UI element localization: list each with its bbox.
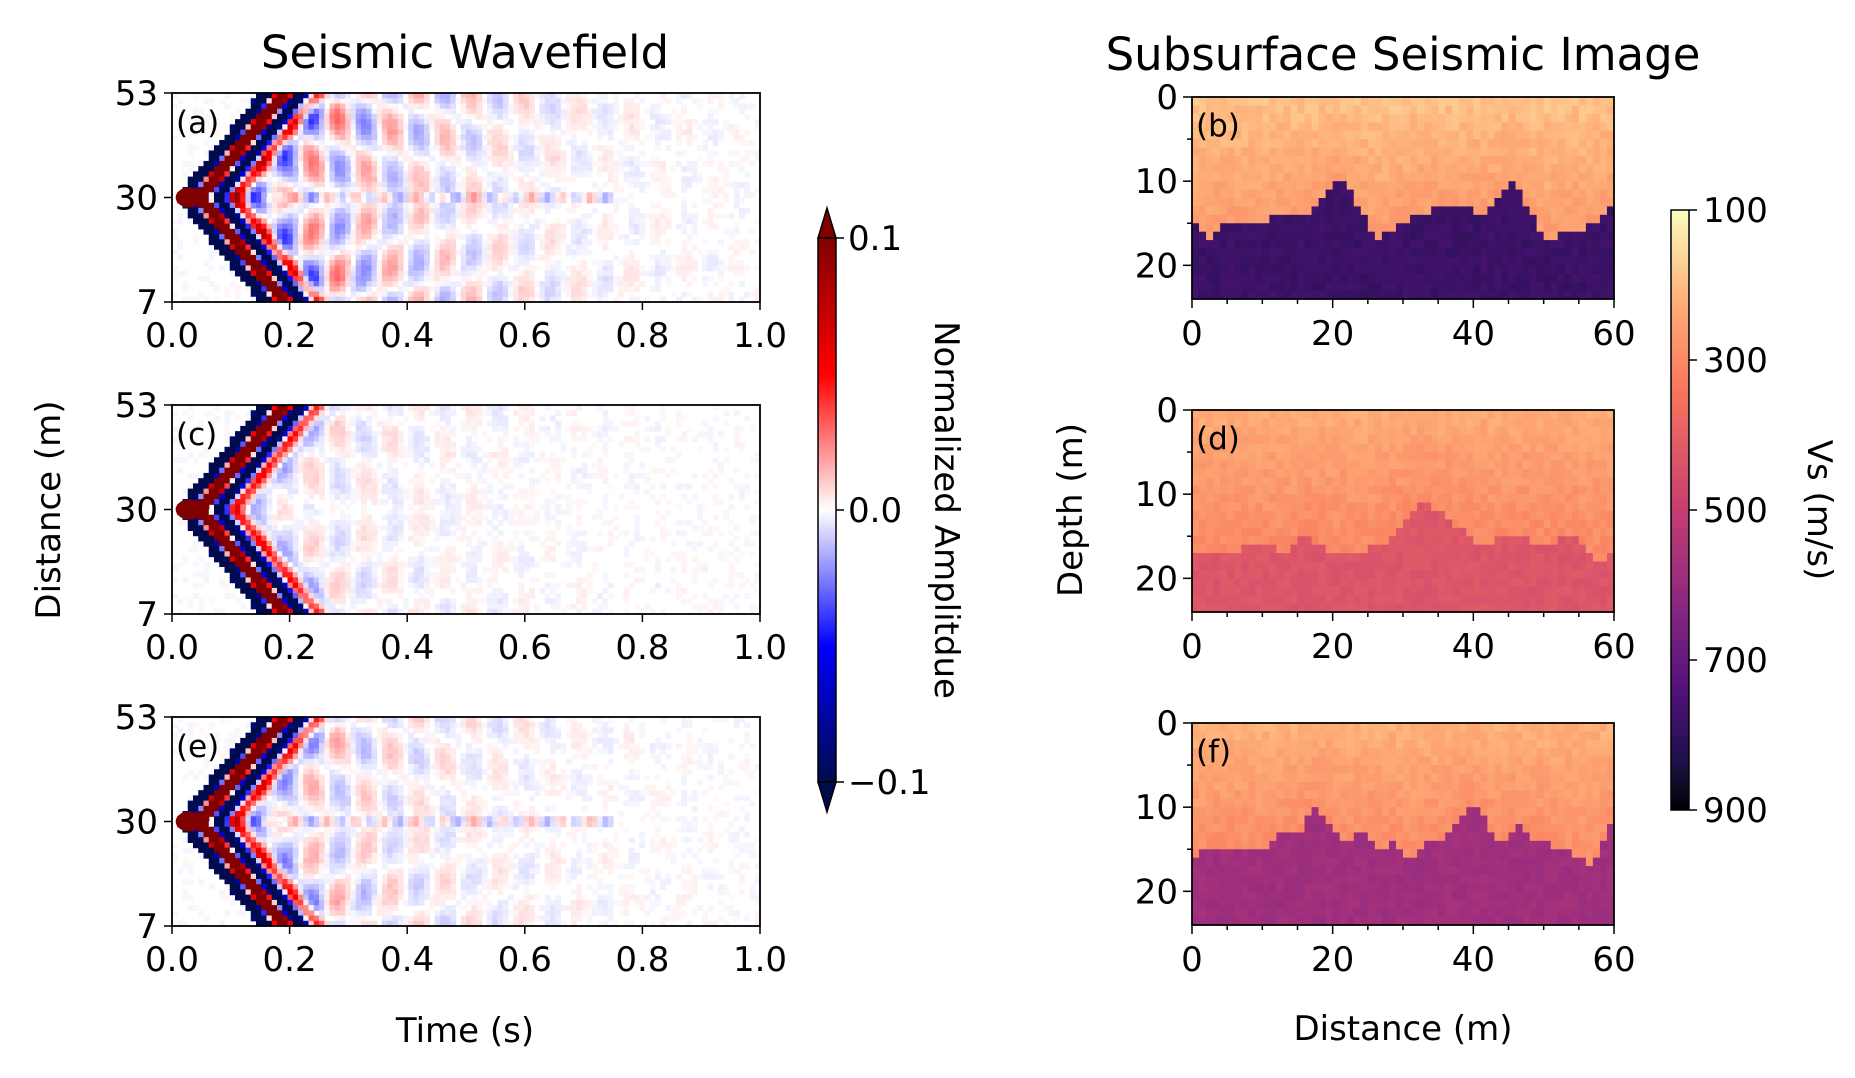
- x-tick-label: 20: [1311, 627, 1354, 667]
- x-tick-label: 1.0: [733, 940, 787, 980]
- vs-colorbar-tick: 700: [1703, 641, 1768, 681]
- wavefield-x-label: Time (s): [395, 1011, 534, 1051]
- y-tick-label: 0: [1156, 704, 1178, 744]
- x-tick-label: 60: [1592, 627, 1635, 667]
- colorbar-extend-bottom-arrow: [818, 782, 836, 812]
- y-tick-label: 10: [1135, 788, 1178, 828]
- vs-colorbar-tick: 500: [1703, 491, 1768, 531]
- x-tick-label: 60: [1592, 314, 1635, 354]
- y-tick-label: 20: [1135, 246, 1178, 286]
- vs-colorbar-tick: 900: [1703, 791, 1768, 831]
- source-marker: [176, 500, 204, 520]
- y-tick-label: 30: [115, 491, 158, 531]
- y-tick-label: 30: [115, 179, 158, 219]
- right-title: Subsurface Seismic Image: [1106, 28, 1701, 81]
- vs-colorbar-body: [1671, 210, 1689, 810]
- x-tick-label: 40: [1452, 940, 1495, 980]
- velocity-x-label: Distance (m): [1293, 1009, 1512, 1049]
- colorbar-tick-bottom: −0.1: [848, 763, 931, 803]
- y-tick-label: 20: [1135, 559, 1178, 599]
- x-tick-label: 0.4: [380, 316, 434, 356]
- y-tick-label: 20: [1135, 872, 1178, 912]
- figure: Seismic Wavefield Subsurface Seismic Ima…: [0, 0, 1855, 1078]
- y-tick-label: 7: [136, 595, 158, 635]
- panel-label-d: (d): [1196, 421, 1240, 457]
- x-tick-label: 0: [1181, 314, 1203, 354]
- panel-label-e: (e): [176, 729, 219, 765]
- y-tick-label: 53: [115, 74, 158, 114]
- amplitude-colorbar: 0.1 0.0 −0.1 Normalized Amplitdue: [818, 208, 966, 812]
- x-tick-label: 1.0: [733, 628, 787, 668]
- x-tick-label: 1.0: [733, 316, 787, 356]
- x-tick-label: 20: [1311, 314, 1354, 354]
- panel-label-f: (f): [1196, 734, 1231, 770]
- x-tick-label: 60: [1592, 940, 1635, 980]
- x-tick-label: 0.2: [263, 628, 317, 668]
- left-title: Seismic Wavefield: [261, 26, 669, 79]
- x-tick-label: 0: [1181, 627, 1203, 667]
- y-tick-label: 10: [1135, 475, 1178, 515]
- x-tick-label: 0.8: [615, 316, 669, 356]
- x-tick-label: 0.6: [498, 628, 552, 668]
- panel-label-a: (a): [176, 105, 219, 141]
- vs-colorbar: 100 300 500 700 900 Vs (m/s): [1671, 191, 1839, 831]
- x-tick-label: 0: [1181, 940, 1203, 980]
- panel-label-b: (b): [1196, 108, 1240, 144]
- x-tick-label: 20: [1311, 940, 1354, 980]
- colorbar-tick-top: 0.1: [848, 219, 902, 259]
- colorbar-extend-top-arrow: [818, 208, 836, 238]
- y-tick-label: 10: [1135, 162, 1178, 202]
- panel-label-c: (c): [176, 417, 217, 453]
- velocity-y-label: Depth (m): [1051, 423, 1091, 597]
- x-tick-label: 0.2: [263, 940, 317, 980]
- y-tick-label: 30: [115, 803, 158, 843]
- x-tick-label: 0.8: [615, 940, 669, 980]
- y-tick-label: 0: [1156, 78, 1178, 118]
- y-tick-label: 53: [115, 698, 158, 738]
- colorbar-tick-mid: 0.0: [848, 491, 902, 531]
- x-tick-label: 0.2: [263, 316, 317, 356]
- y-tick-label: 7: [136, 283, 158, 323]
- wavefield-y-label: Distance (m): [29, 400, 69, 619]
- x-tick-label: 0.8: [615, 628, 669, 668]
- x-tick-label: 0.4: [380, 940, 434, 980]
- y-tick-label: 53: [115, 386, 158, 426]
- source-marker: [176, 812, 204, 832]
- vs-colorbar-tick: 100: [1703, 191, 1768, 231]
- colorbar-label: Normalized Amplitdue: [926, 321, 966, 699]
- vs-colorbar-tick: 300: [1703, 341, 1768, 381]
- x-tick-label: 0.6: [498, 316, 552, 356]
- source-marker: [176, 188, 204, 208]
- x-tick-label: 0.6: [498, 940, 552, 980]
- x-tick-label: 40: [1452, 627, 1495, 667]
- vs-colorbar-label: Vs (m/s): [1799, 440, 1839, 581]
- x-tick-label: 0.4: [380, 628, 434, 668]
- y-tick-label: 0: [1156, 391, 1178, 431]
- x-tick-label: 40: [1452, 314, 1495, 354]
- colorbar-body: [818, 238, 836, 782]
- y-tick-label: 7: [136, 907, 158, 947]
